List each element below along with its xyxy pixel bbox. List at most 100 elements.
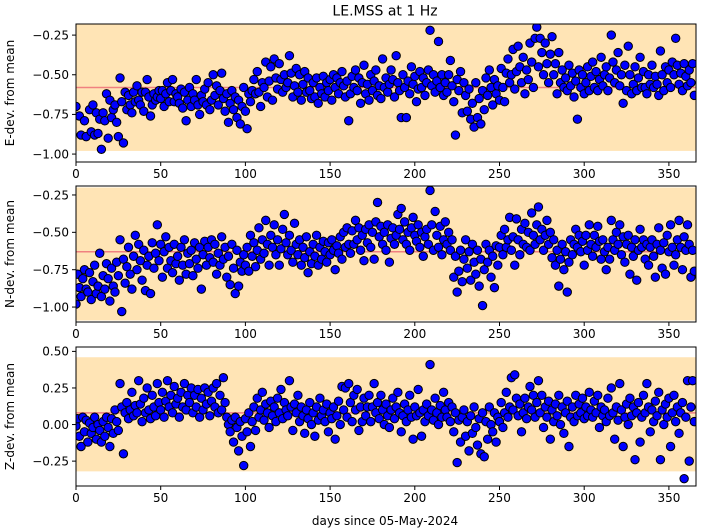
data-point xyxy=(249,74,259,85)
data-point xyxy=(413,384,423,395)
data-point xyxy=(545,49,556,59)
panels: 0 50 100 150 200 250 300 350 −1.00 −0.75 −0.50 −0.2… xyxy=(3,23,697,505)
data-point xyxy=(677,264,688,275)
data-point xyxy=(618,441,628,452)
data-point xyxy=(543,77,554,88)
data-point xyxy=(593,221,603,232)
data-point xyxy=(635,52,645,63)
data-point xyxy=(272,393,283,403)
data-point xyxy=(310,431,320,441)
data-point xyxy=(482,434,493,444)
data-point xyxy=(557,65,567,75)
data-point xyxy=(584,387,594,398)
data-point xyxy=(303,267,313,278)
data-point xyxy=(432,230,442,241)
data-point xyxy=(142,383,152,393)
data-point xyxy=(449,97,459,107)
data-point xyxy=(425,25,435,36)
data-point xyxy=(421,399,432,409)
data-point xyxy=(598,235,608,245)
data-point xyxy=(445,245,456,255)
data-point xyxy=(88,100,98,110)
data-point xyxy=(684,456,694,466)
data-point xyxy=(225,427,235,437)
data-point xyxy=(298,79,308,89)
data-point xyxy=(106,263,117,273)
data-point xyxy=(274,260,284,270)
data-point xyxy=(687,245,696,255)
data-point xyxy=(682,220,693,230)
data-point xyxy=(301,232,312,242)
data-point xyxy=(654,223,664,233)
data-point xyxy=(635,224,645,235)
data-point xyxy=(642,378,652,389)
data-point xyxy=(555,254,566,264)
data-point xyxy=(464,446,474,456)
data-point xyxy=(210,239,220,249)
data-point xyxy=(335,419,345,430)
data-point xyxy=(242,427,252,437)
x-tick-label: 100 xyxy=(234,491,257,505)
data-point xyxy=(479,452,489,462)
data-point xyxy=(288,257,298,267)
data-point xyxy=(113,425,124,436)
data-point xyxy=(526,57,537,67)
data-point xyxy=(608,57,618,67)
data-point xyxy=(194,109,205,120)
data-point xyxy=(554,47,564,58)
y-tick-label: −0.75 xyxy=(32,108,69,122)
data-point xyxy=(327,95,337,105)
data-point xyxy=(571,76,581,86)
data-point xyxy=(174,275,185,285)
data-point xyxy=(581,230,591,241)
data-point xyxy=(127,284,137,294)
data-point xyxy=(344,378,354,389)
data-point xyxy=(525,381,535,392)
data-point xyxy=(186,245,196,255)
data-point xyxy=(555,419,566,430)
data-point xyxy=(179,378,190,389)
data-point xyxy=(623,419,633,430)
data-point xyxy=(445,416,456,427)
data-point xyxy=(455,66,466,77)
data-point xyxy=(284,375,295,386)
data-point xyxy=(305,397,315,408)
data-point xyxy=(499,97,510,107)
data-point xyxy=(283,411,293,421)
data-point xyxy=(266,62,276,72)
data-point xyxy=(416,431,427,441)
data-point xyxy=(247,251,257,261)
data-point xyxy=(98,108,108,118)
data-point xyxy=(525,245,535,255)
x-tick-label: 350 xyxy=(657,167,680,181)
data-point xyxy=(635,437,645,447)
data-point xyxy=(660,269,671,279)
data-point xyxy=(259,82,269,93)
data-point xyxy=(281,238,291,248)
data-point xyxy=(332,411,342,421)
data-point xyxy=(110,287,120,297)
data-point xyxy=(147,238,157,248)
data-point xyxy=(479,104,489,115)
data-point xyxy=(506,245,517,255)
data-point xyxy=(632,275,642,285)
data-point xyxy=(139,245,149,255)
data-point xyxy=(674,428,684,439)
data-point xyxy=(396,427,406,437)
data-point xyxy=(172,251,183,261)
data-point xyxy=(323,427,334,437)
data-point xyxy=(233,281,244,291)
x-tick-label: 50 xyxy=(153,327,168,341)
data-point xyxy=(345,248,356,258)
data-point xyxy=(564,441,574,452)
data-point xyxy=(242,123,252,134)
data-point xyxy=(482,90,493,101)
data-point xyxy=(139,106,149,116)
x-tick-label: 0 xyxy=(72,167,80,181)
data-point xyxy=(542,412,552,422)
data-point xyxy=(606,215,616,226)
data-point xyxy=(474,93,484,104)
data-point xyxy=(521,65,532,75)
data-point xyxy=(371,65,381,75)
data-point xyxy=(272,235,283,245)
